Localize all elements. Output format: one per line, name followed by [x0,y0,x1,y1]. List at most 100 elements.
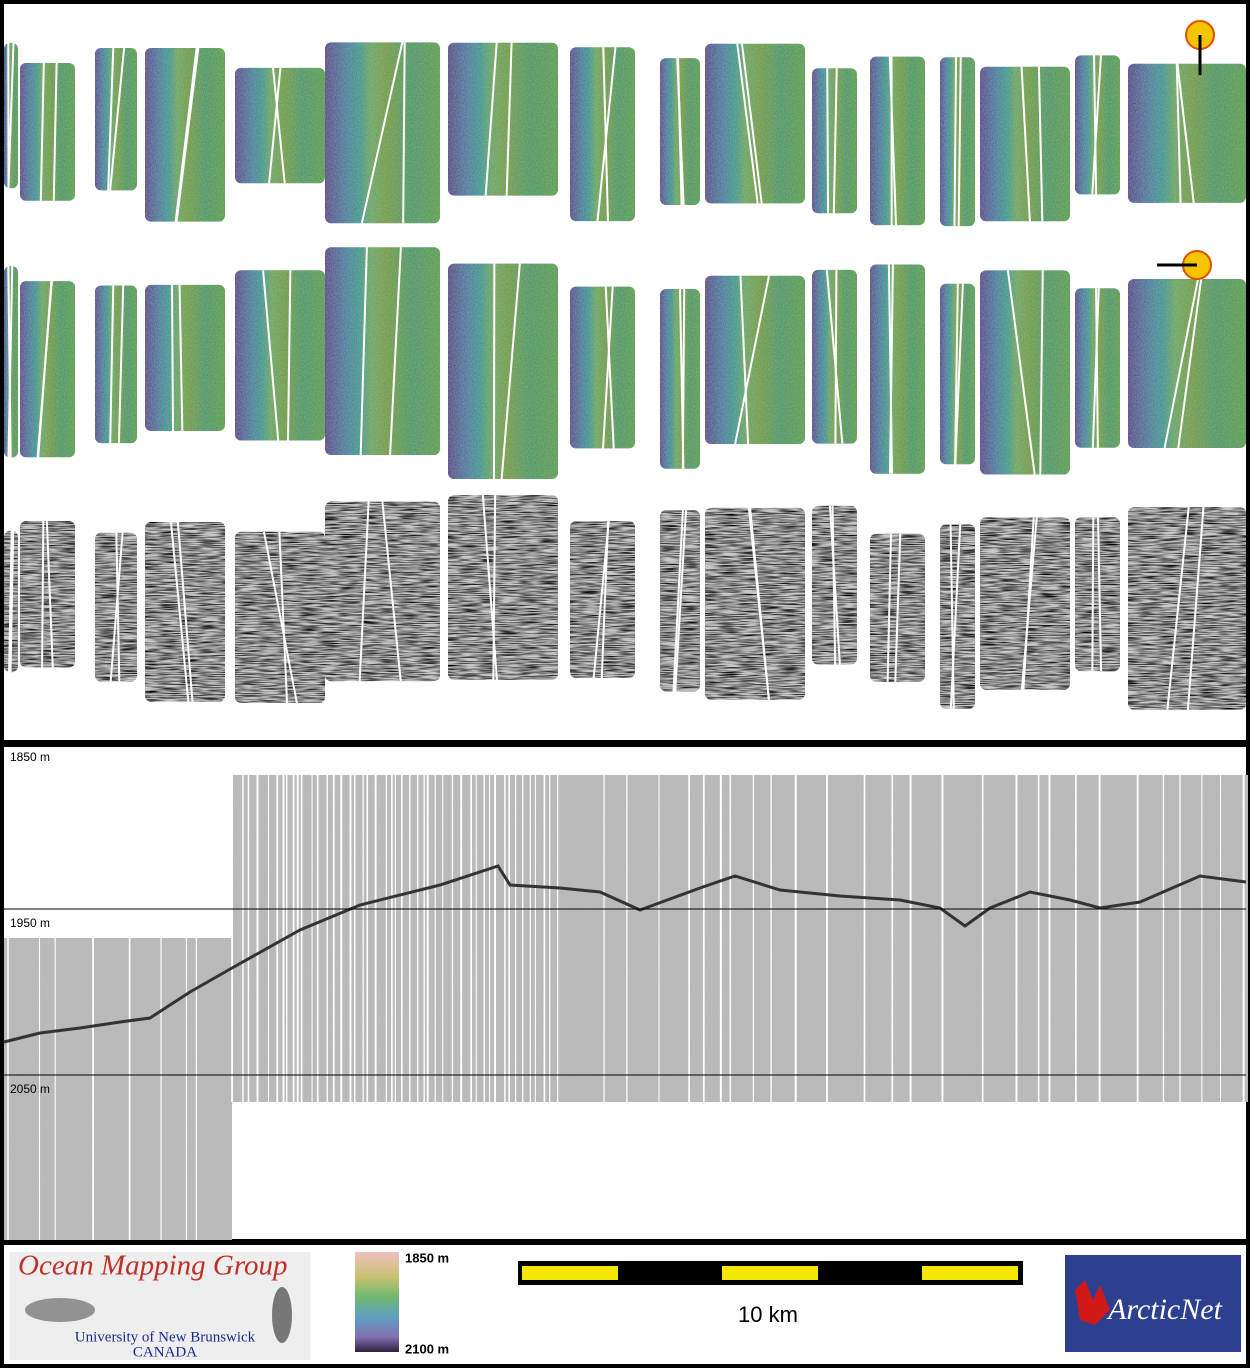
swath-texture [980,270,1070,475]
swath-seam [381,501,402,682]
swath-seam [358,501,370,682]
swath-seam [1163,278,1199,449]
swath-seam [9,530,15,673]
swath-seam [109,285,115,444]
swath-seam [109,47,126,191]
swath-seam [174,47,198,222]
swath-seam [45,520,54,668]
swath-seam [278,531,289,704]
swath-texture [980,517,1070,690]
swath-seam [262,531,298,704]
swath-seam [1091,517,1095,672]
swath-texture [1075,517,1120,672]
swath-seam [109,532,124,682]
swath-texture [448,495,558,680]
swath-seam [676,58,685,206]
swath-texture [870,264,925,474]
swath-seam [957,57,962,227]
swath-texture [1128,506,1246,710]
omg-logo: Ocean Mapping Group University of New Br… [10,1250,310,1360]
swath-seam [115,532,121,682]
swath-seam [500,263,521,480]
swath-texture [325,501,440,682]
swath-seam [831,505,837,665]
swath-seam [287,270,292,441]
swath-seam [169,521,190,702]
swath-texture [235,67,325,184]
swath-seam [953,57,958,227]
swath-texture [325,247,440,456]
swath-seam [834,269,838,444]
profile-texture [232,775,1248,1102]
colorbar-label: 1850 m [405,1250,449,1265]
swath-seam [887,264,893,474]
swath-texture [940,524,975,709]
swath-texture [940,283,975,465]
swath-texture [705,507,805,700]
swath-seam [36,281,53,458]
swath-texture [448,263,558,480]
swath-seam [734,275,770,445]
swath-seam [1097,517,1103,672]
swath-group [4,20,1246,710]
swath-seam [268,67,282,184]
swath-texture [145,284,225,432]
depth-label: 1950 m [10,916,50,930]
swath-seam [739,275,750,445]
swath-seam [1176,63,1195,203]
swath-texture [870,56,925,226]
swath-seam [107,47,115,191]
swath-seam [1166,506,1190,710]
swath-seam [736,43,759,204]
swath-texture [20,520,75,668]
scale-segment [722,1266,818,1280]
swath-texture [448,42,558,196]
profile-group: 1850 m 1950 m 2050 m [3,750,1248,1240]
swath-seam [602,286,614,449]
swath-seam [602,47,609,222]
swath-seam [262,270,280,441]
swath-seam [484,42,498,196]
swath-texture [20,62,75,201]
swath-seam [1091,288,1100,448]
swath-texture [95,48,137,191]
swath-texture [1128,63,1246,203]
swath-seam [747,507,771,700]
swath-seam [117,285,125,444]
swath-seam [600,521,610,679]
swath-seam [272,67,286,184]
swath-texture [570,286,635,449]
swath-seam [359,247,368,456]
swath-seam [740,43,763,204]
swath-seam [41,520,45,668]
logo-title: ArcticNet [1106,1293,1223,1326]
swath-seam [176,521,194,702]
swath-seam [178,284,184,432]
swath-seam [1186,506,1205,710]
swath-seam [826,68,830,214]
swath-seam [832,68,838,214]
depth-label: 1850 m [10,750,50,764]
swath-seam [1039,270,1044,475]
colorbar [355,1252,399,1352]
swath-seam [1020,517,1038,690]
swath-seam [7,266,12,458]
data-gaps [7,775,1245,1240]
swath-seam [481,495,498,680]
swath-seam [604,286,615,449]
swath-texture [20,281,75,458]
logo-title: Ocean Mapping Group [18,1250,288,1282]
swath-seam [825,269,844,444]
logo-country: CANADA [133,1344,197,1360]
swath-texture [235,270,325,441]
swath-seam [949,524,962,709]
swath-seam [1037,66,1044,222]
swath-seam [402,42,406,224]
scale-segment [922,1266,1018,1280]
swath-seam [1095,288,1099,448]
maple-leaf [1075,1280,1110,1325]
logo-icon [25,1298,95,1322]
swath-seam [679,289,685,469]
